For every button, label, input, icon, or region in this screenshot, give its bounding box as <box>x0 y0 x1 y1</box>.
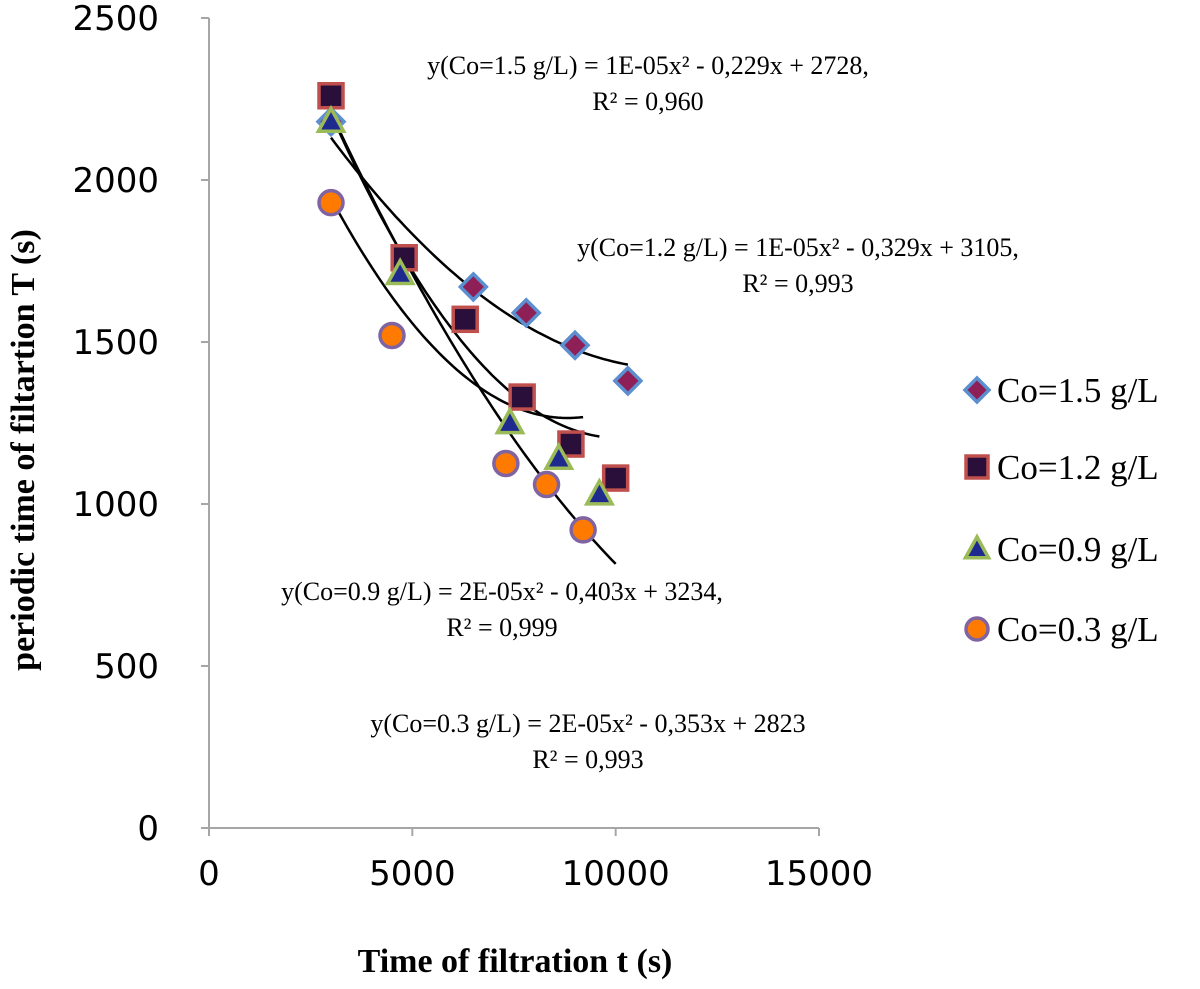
legend-label-2: Co=0.9 g/L <box>997 530 1159 569</box>
legend-marker-2 <box>962 533 992 560</box>
data-point-series-1-2 <box>451 305 479 334</box>
data-points <box>315 82 644 544</box>
legend-label-3: Co=0.3 g/L <box>997 610 1159 649</box>
legend-marker-0 <box>962 375 992 405</box>
y-tick-label: 1500 <box>72 323 159 363</box>
y-tick-label: 1000 <box>72 485 159 525</box>
data-point-series-0-2 <box>510 297 542 329</box>
data-point-series-3-1 <box>378 321 406 350</box>
legend: Co=1.5 g/L Co=1.2 g/L Co=0.9 g/L Co=0.3 g/L <box>962 371 1159 649</box>
x-tick-label: 10000 <box>562 854 670 894</box>
equation-co-0-9: y(Co=0.9 g/L) = 2E-05x² - 0,403x + 3234, <box>281 577 723 606</box>
legend-label-1: Co=1.2 g/L <box>997 448 1159 487</box>
trendline-series-2 <box>329 113 600 438</box>
r2-co-0-9: R² = 0,999 <box>446 613 557 642</box>
equation-co-1-5: y(Co=1.5 g/L) = 1E-05x² - 0,229x + 2728, <box>427 51 869 80</box>
r2-co-0-3: R² = 0,993 <box>532 745 643 774</box>
equation-co-1-2: y(Co=1.2 g/L) = 1E-05x² - 0,329x + 3105, <box>577 233 1019 262</box>
data-point-series-3-2 <box>492 449 520 478</box>
axes <box>208 18 819 829</box>
legend-marker-1 <box>964 454 990 480</box>
data-point-series-3-3 <box>532 470 561 499</box>
data-point-series-0-4 <box>612 365 644 397</box>
x-tick-label: 5000 <box>369 854 456 894</box>
data-point-series-1-3 <box>508 383 536 411</box>
y-tick-label: 2000 <box>72 161 159 201</box>
data-point-series-2-4 <box>583 477 615 506</box>
legend-marker-3 <box>964 616 990 642</box>
y-tick-label: 0 <box>137 809 159 849</box>
data-point-series-0-1 <box>457 271 489 303</box>
data-point-series-2-0 <box>315 104 347 134</box>
trendline-series-3 <box>329 197 584 420</box>
data-point-series-1-5 <box>601 464 630 492</box>
r2-co-1-5: R² = 0,960 <box>592 87 703 116</box>
y-ticks: 0 500 1000 1500 2000 2500 <box>72 0 209 849</box>
y-axis-title: periodic time of filtartion T (s) <box>5 229 42 671</box>
y-tick-label: 500 <box>94 647 159 687</box>
data-point-series-2-3 <box>543 441 575 470</box>
y-tick-label: 2500 <box>72 0 159 39</box>
x-ticks: 0 5000 10000 15000 <box>198 828 873 894</box>
trend-equations: y(Co=1.5 g/L) = 1E-05x² - 0,229x + 2728,… <box>281 51 1019 774</box>
legend-label-0: Co=1.5 g/L <box>997 371 1159 410</box>
x-tick-label: 15000 <box>765 854 873 894</box>
x-tick-label: 0 <box>198 854 220 894</box>
equation-co-0-3: y(Co=0.3 g/L) = 2E-05x² - 0,353x + 2823 <box>370 709 805 738</box>
data-point-series-2-2 <box>494 406 526 435</box>
x-axis-title: Time of filtration t (s) <box>358 943 673 980</box>
data-point-series-3-4 <box>569 516 597 544</box>
data-point-series-2-1 <box>384 257 416 286</box>
r2-co-1-2: R² = 0,993 <box>742 269 853 298</box>
data-point-series-1-0 <box>317 82 345 110</box>
data-point-series-3-0 <box>317 188 345 217</box>
data-point-series-0-3 <box>559 329 591 361</box>
